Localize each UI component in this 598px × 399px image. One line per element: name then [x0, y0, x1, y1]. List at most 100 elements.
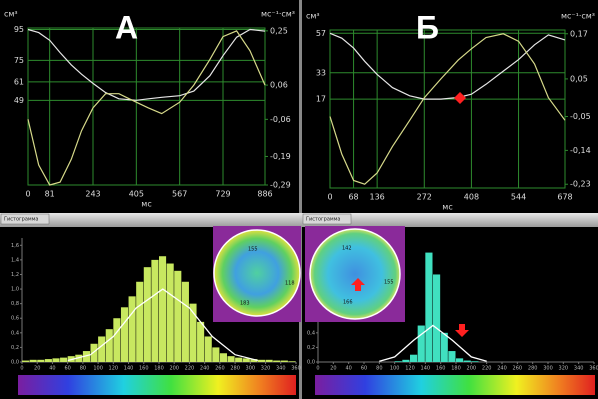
x-tick-label: 240	[200, 366, 210, 372]
histogram-bar	[464, 361, 471, 362]
histogram-bar	[418, 326, 425, 362]
histogram-bar	[273, 361, 280, 362]
x-tick-label: 160	[139, 366, 149, 372]
x-tick-label: 280	[528, 366, 538, 372]
x-axis-label: мс	[442, 203, 452, 212]
histogram-bar	[159, 256, 166, 362]
y-tick-label: 49	[14, 96, 24, 105]
histogram-bar	[228, 356, 235, 362]
y-tick-label: 33	[316, 68, 326, 77]
histogram-bar	[448, 351, 455, 362]
histogram-bar	[113, 318, 120, 362]
x-tick-label: 220	[482, 366, 492, 372]
x-tick-label: 360	[589, 366, 598, 372]
y-tick-label: 61	[14, 77, 24, 86]
page: Гистограмма Гистограмма 0812434055677298…	[0, 0, 598, 399]
histogram-bar	[91, 344, 98, 362]
x-tick-label: 60	[361, 366, 367, 372]
histogram-bar	[45, 359, 52, 362]
histogram-bar	[30, 360, 37, 362]
y-axis-label: см³	[4, 10, 18, 19]
y-tick-label: 95	[14, 25, 24, 34]
x-tick-label: 180	[451, 366, 461, 372]
y-tick-label: 0,6	[11, 316, 19, 322]
x-tick-label: 0	[316, 366, 319, 372]
y-tick-label: 17	[316, 95, 326, 104]
histogram-bar	[98, 336, 105, 362]
histogram-bar	[205, 336, 212, 362]
x-tick-label: 180	[154, 366, 164, 372]
y2-tick-label: -0,06	[270, 115, 291, 124]
x-axis-label: мс	[141, 200, 151, 209]
y2-axis-label: мс⁻¹·см³	[261, 10, 295, 19]
x-tick-label: 300	[246, 366, 256, 372]
inset-label: 142	[342, 246, 352, 252]
histogram-bar	[425, 253, 432, 362]
x-tick-label: 100	[93, 366, 103, 372]
y-tick-label: 1,4	[11, 257, 19, 263]
histogram-bar	[22, 361, 29, 362]
y2-tick-label: 0,25	[270, 26, 288, 35]
x-tick-label: 0	[20, 366, 23, 372]
x-tick-label: 200	[467, 366, 477, 372]
y-tick-label: 0,8	[11, 301, 19, 307]
histogram-bar	[266, 360, 273, 362]
x-tick-label: 136	[369, 193, 384, 202]
x-tick-label: 40	[49, 366, 55, 372]
histogram-bar	[456, 358, 463, 362]
x-tick-label: 120	[405, 366, 415, 372]
x-tick-label: 81	[45, 190, 55, 199]
x-tick-label: 20	[330, 366, 336, 372]
histogram-bar	[60, 358, 67, 362]
x-tick-label: 160	[436, 366, 446, 372]
x-tick-label: 320	[559, 366, 569, 372]
histogram-bar	[288, 361, 295, 362]
x-tick-label: 40	[345, 366, 351, 372]
x-tick-label: 20	[34, 366, 40, 372]
histogram-bar	[129, 296, 136, 362]
panel-strip	[0, 213, 598, 227]
histogram-bar	[136, 282, 143, 362]
y-tick-label: 1,0	[11, 287, 19, 293]
panel-title: А	[115, 9, 138, 45]
histogram-bar	[197, 322, 204, 362]
screenshot: Гистограмма Гистограмма 0812434055677298…	[0, 0, 598, 399]
x-tick-label: 220	[185, 366, 195, 372]
x-tick-label: 886	[257, 190, 272, 199]
histogram-bar	[471, 361, 478, 362]
x-tick-label: 300	[543, 366, 553, 372]
histogram-bar	[281, 361, 288, 362]
x-tick-label: 567	[172, 190, 187, 199]
inset-label: 155	[384, 280, 394, 286]
histogram-bar	[433, 274, 440, 362]
x-tick-label: 260	[513, 366, 523, 372]
inset-image	[214, 230, 300, 316]
y2-tick-label: 0,17	[570, 29, 588, 38]
y2-tick-label: -0,19	[270, 152, 291, 161]
x-tick-label: 0	[327, 193, 332, 202]
y-tick-label: 1,6	[11, 243, 19, 249]
histogram-bar	[121, 307, 128, 362]
histogram-bar	[182, 282, 189, 362]
x-tick-label: 360	[291, 366, 301, 372]
y2-tick-label: 0,05	[570, 74, 588, 83]
y-tick-label: 0,2	[11, 345, 19, 351]
histogram-bar	[106, 329, 113, 362]
y2-tick-label: -0,05	[570, 112, 591, 121]
histogram-bar	[212, 347, 219, 362]
x-tick-label: 320	[261, 366, 271, 372]
y2-tick-label: -0,14	[570, 146, 591, 155]
y-tick-label: 0,0	[307, 360, 315, 366]
y-tick-label: 75	[14, 56, 24, 65]
tab-label: Гистограмма	[4, 217, 39, 223]
histogram-bar	[402, 360, 409, 362]
x-tick-label: 100	[390, 366, 400, 372]
y2-tick-label: -0,23	[570, 180, 591, 189]
y-tick-label: 0,4	[307, 330, 315, 336]
histogram-bar	[52, 358, 59, 362]
y-tick-label: 0,4	[11, 330, 19, 336]
y-tick-label: 0,0	[11, 360, 19, 366]
histogram-bar	[410, 355, 417, 362]
y-tick-label: 0,2	[307, 345, 315, 351]
histogram-bar	[220, 353, 227, 362]
